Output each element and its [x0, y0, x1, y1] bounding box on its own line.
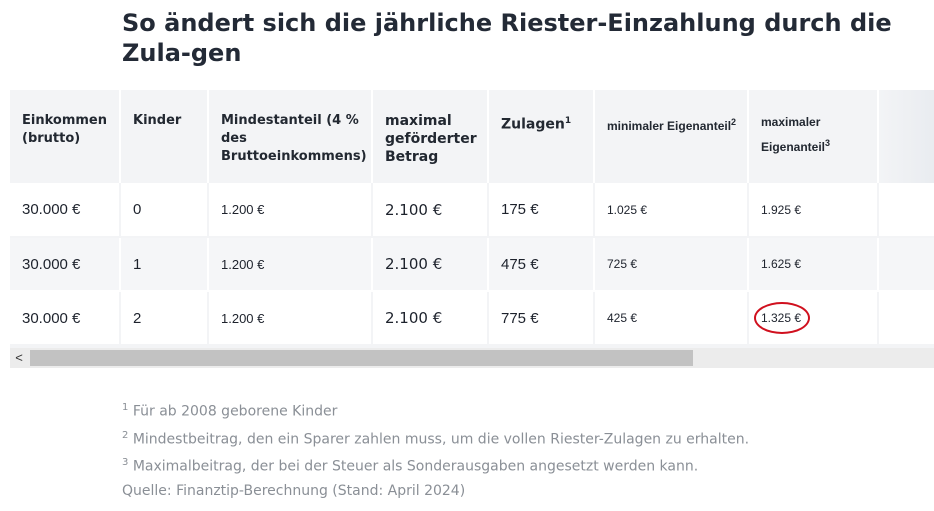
riester-table: Einkommen (brutto) Kinder Mindestanteil …	[10, 90, 934, 346]
header-max-eigen-footnote: 3	[825, 138, 831, 148]
cell-hidden	[878, 291, 934, 346]
cell-max-eigen: 1.925 €	[748, 183, 879, 238]
footnote-text: Für ab 2008 geborene Kinder	[128, 403, 338, 420]
table-header-row: Einkommen (brutto) Kinder Mindestanteil …	[10, 90, 934, 183]
cell-hidden	[878, 183, 934, 238]
cell-hidden	[878, 237, 934, 292]
footnote-text: Maximalbeitrag, der bei der Steuer als S…	[128, 458, 699, 475]
cell-maximal: 2.100 €	[372, 183, 489, 238]
scroll-left-arrow-icon[interactable]: <	[15, 350, 23, 365]
footnote-3: 3 Maximalbeitrag, der bei der Steuer als…	[122, 451, 902, 479]
cell-maximal: 2.100 €	[372, 291, 489, 346]
footnotes: 1 Für ab 2008 geborene Kinder 2 Mindestb…	[122, 396, 902, 503]
page-title: So ändert sich die jährliche Riester-Ein…	[122, 9, 892, 67]
table-row: 30.000 € 0 1.200 € 2.100 € 175 € 1.025 €…	[10, 183, 934, 238]
header-einkommen: Einkommen (brutto)	[10, 90, 121, 183]
cell-zulagen: 475 €	[488, 237, 595, 292]
footnote-marker: 1	[122, 402, 129, 413]
header-zulagen: Zulagen1	[488, 90, 595, 183]
cell-kinder: 0	[120, 183, 209, 238]
footnote-text: Mindestbeitrag, den ein Sparer zahlen mu…	[128, 431, 750, 448]
cell-min-eigen: 725 €	[594, 237, 749, 292]
highlight-circle	[754, 302, 810, 334]
footnote-1: 1 Für ab 2008 geborene Kinder	[122, 396, 902, 424]
header-max-eigen-label: maximaler Eigenanteil	[761, 115, 826, 154]
cell-min-eigen: 425 €	[594, 291, 749, 346]
header-zulagen-label: Zulagen	[501, 116, 565, 133]
cell-zulagen: 175 €	[488, 183, 595, 238]
horizontal-scrollbar[interactable]: <	[10, 348, 934, 368]
table-row: 30.000 € 2 1.200 € 2.100 € 775 € 425 € 1…	[10, 291, 934, 346]
header-maximal: maximal geförderter Betrag	[372, 90, 489, 183]
source-note: Quelle: Finanztip-Berechnung (Stand: Apr…	[122, 482, 466, 499]
footnote-marker: 2	[122, 429, 129, 441]
cell-zulagen: 775 €	[488, 291, 595, 346]
cell-mindestanteil: 1.200 €	[208, 291, 373, 346]
header-mindestanteil: Mindestanteil (4 % des Bruttoeinkommens)	[208, 90, 373, 183]
table-row: 30.000 € 1 1.200 € 2.100 € 475 € 725 € 1…	[10, 237, 934, 292]
cell-maximal: 2.100 €	[372, 237, 489, 292]
footnote-marker: 3	[122, 457, 129, 469]
scrollbar-thumb[interactable]	[30, 350, 693, 366]
cell-einkommen: 30.000 €	[10, 183, 121, 238]
footnote-2: 2 Mindestbeitrag, den ein Sparer zahlen …	[122, 424, 902, 452]
cell-max-eigen: 1.625 €	[748, 237, 879, 292]
cell-kinder: 2	[120, 291, 209, 346]
header-zulagen-footnote: 1	[564, 116, 572, 126]
header-min-eigen-footnote: 2	[731, 117, 737, 127]
cell-mindestanteil: 1.200 €	[208, 237, 373, 292]
header-hidden-column	[878, 90, 934, 183]
cell-einkommen: 30.000 €	[10, 237, 121, 292]
table-container[interactable]: Einkommen (brutto) Kinder Mindestanteil …	[10, 90, 934, 368]
header-max-eigenanteil: maximaler Eigenanteil3	[748, 90, 879, 183]
cell-min-eigen: 1.025 €	[594, 183, 749, 238]
header-min-eigen-label: minimaler Eigenanteil	[607, 119, 732, 133]
header-min-eigenanteil: minimaler Eigenanteil2	[594, 90, 749, 183]
cell-mindestanteil: 1.200 €	[208, 183, 373, 238]
cell-kinder: 1	[120, 237, 209, 292]
cell-einkommen: 30.000 €	[10, 291, 121, 346]
header-kinder: Kinder	[120, 90, 209, 183]
